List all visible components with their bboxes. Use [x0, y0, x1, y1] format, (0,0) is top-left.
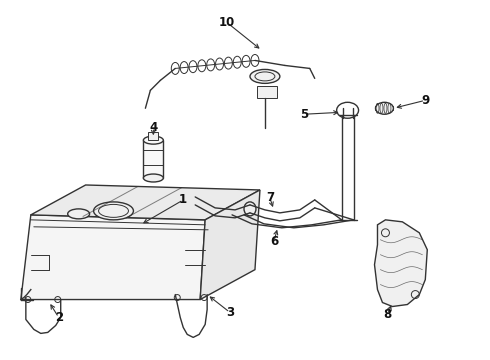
Ellipse shape — [144, 174, 163, 182]
Ellipse shape — [68, 209, 90, 219]
Polygon shape — [148, 132, 158, 140]
Ellipse shape — [244, 202, 256, 216]
Polygon shape — [374, 220, 427, 306]
Polygon shape — [144, 140, 163, 178]
Polygon shape — [31, 185, 260, 220]
Polygon shape — [21, 215, 205, 300]
Text: 3: 3 — [226, 306, 234, 319]
Ellipse shape — [375, 102, 393, 114]
Text: 8: 8 — [383, 308, 392, 321]
Text: 2: 2 — [55, 311, 63, 324]
Text: 6: 6 — [270, 235, 278, 248]
Ellipse shape — [94, 202, 133, 220]
Polygon shape — [200, 190, 260, 300]
Polygon shape — [257, 86, 277, 98]
Ellipse shape — [144, 136, 163, 144]
Ellipse shape — [250, 69, 280, 84]
Text: 5: 5 — [300, 108, 308, 121]
Text: 9: 9 — [421, 94, 429, 107]
Text: 1: 1 — [179, 193, 187, 206]
Text: 7: 7 — [266, 192, 274, 204]
Text: 10: 10 — [219, 16, 235, 29]
Text: 4: 4 — [149, 121, 157, 134]
